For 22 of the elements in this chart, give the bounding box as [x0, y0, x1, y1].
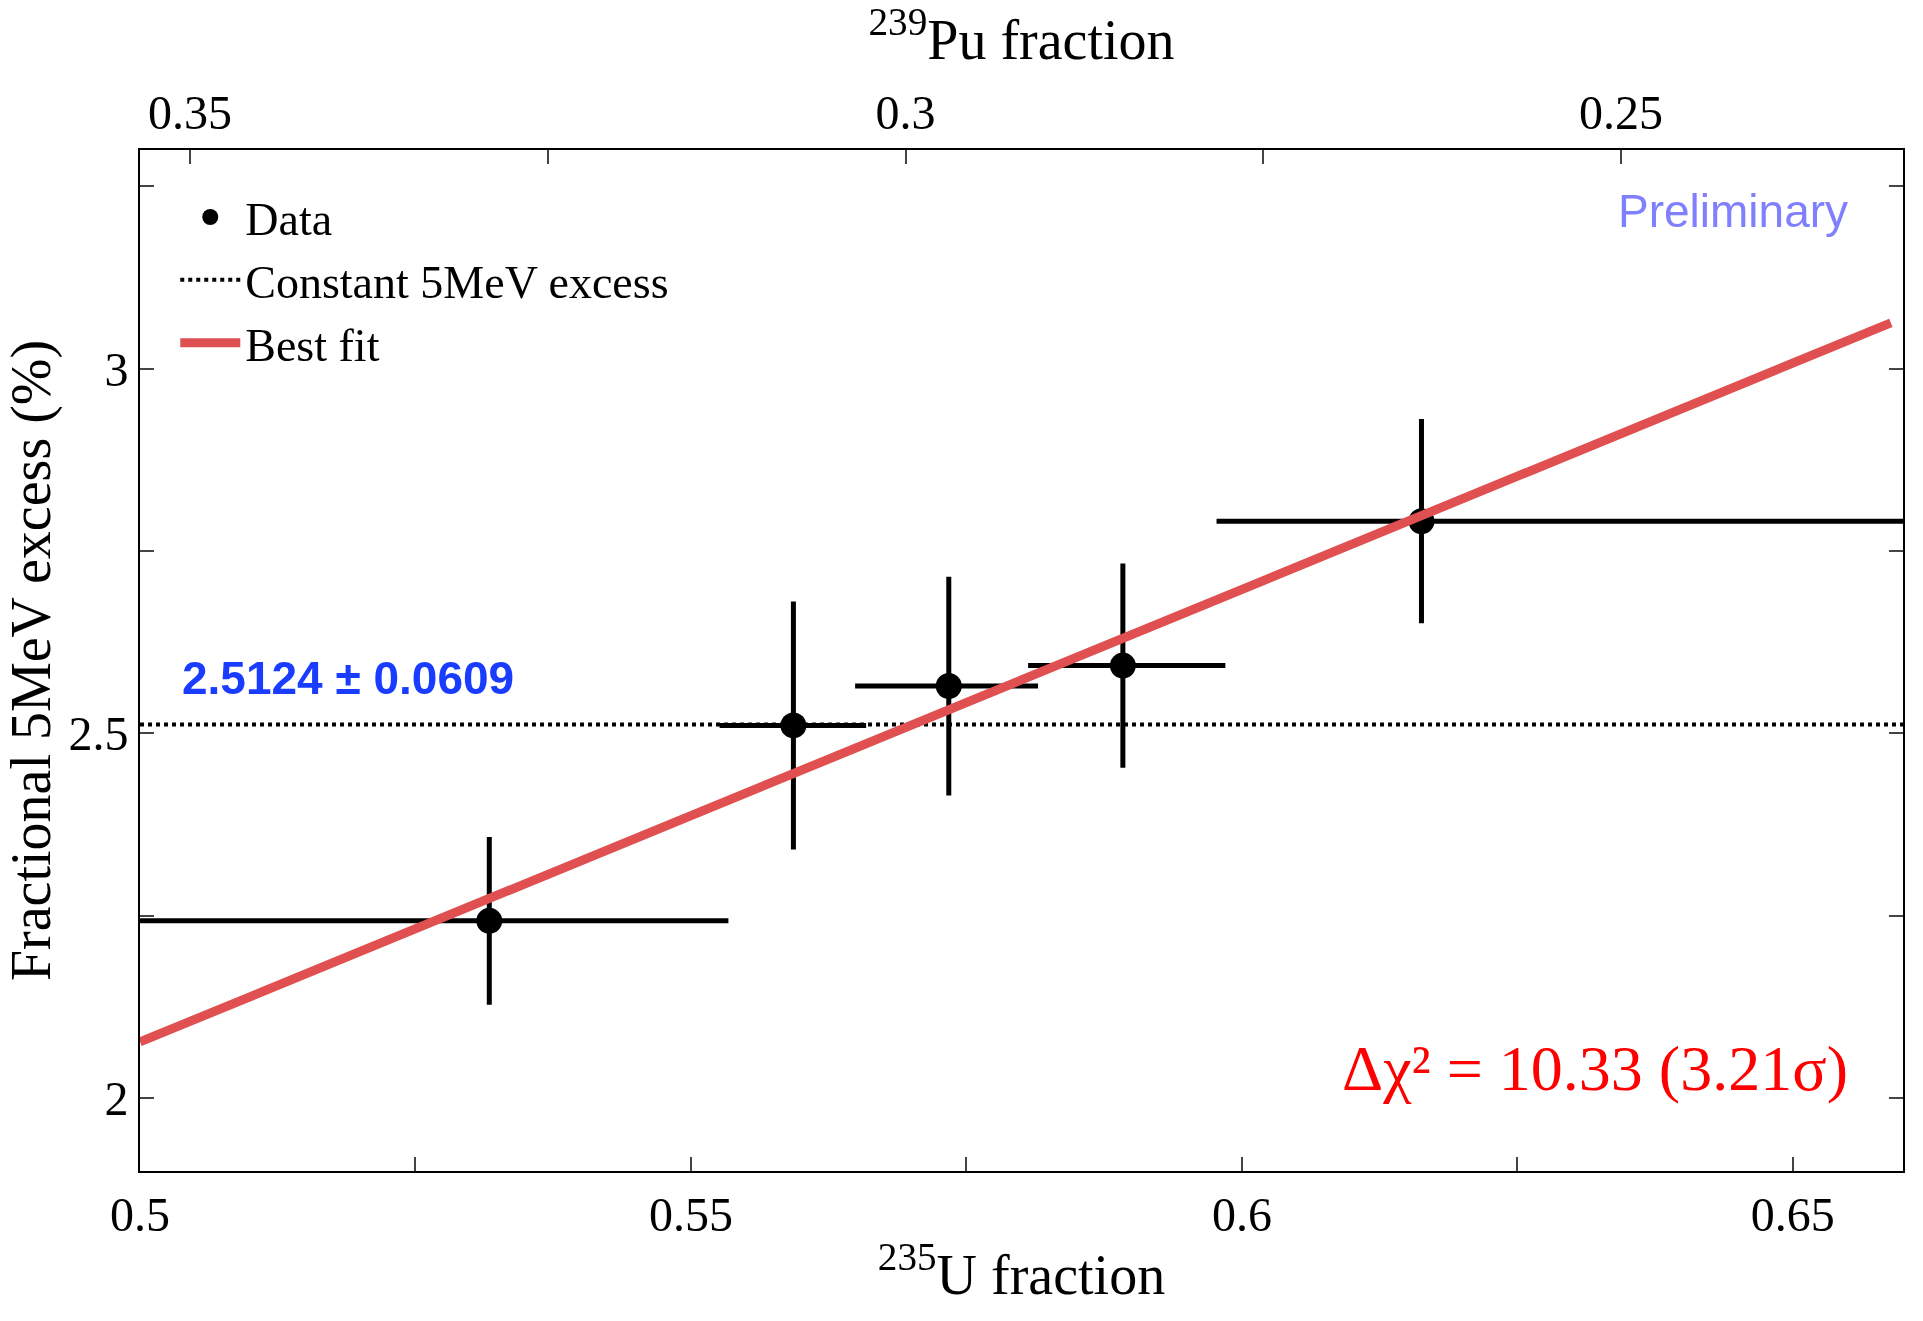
x2-tick-label: 0.25	[1579, 85, 1664, 139]
x2-tick-label: 0.35	[148, 85, 233, 139]
x2-tick-label: 0.3	[875, 85, 936, 139]
point	[935, 673, 962, 700]
y-tick-label: 3	[104, 342, 129, 396]
y-tick-label: 2.5	[68, 707, 129, 761]
x2-axis-title: $^{239}$Pu fraction	[868, 0, 1175, 71]
y-axis-title: Fractional 5MeV excess (%)	[0, 339, 63, 982]
point	[1109, 652, 1136, 679]
x-tick-label: 0.6	[1211, 1187, 1272, 1241]
annotation: Preliminary	[1618, 185, 1849, 237]
x-tick-label: 0.5	[110, 1187, 170, 1241]
y-tick-label: 2	[104, 1071, 129, 1125]
legend-label: Data	[245, 193, 333, 245]
x-tick-label: 0.55	[648, 1187, 733, 1241]
annotation: 2.5124 ± 0.0609	[182, 652, 515, 704]
legend-label: Best fit	[245, 319, 380, 371]
annotation: Δχ² = 10.33 (3.21σ)	[1342, 1033, 1848, 1104]
x-tick-label: 0.65	[1750, 1187, 1835, 1241]
legend-label: Constant 5MeV excess	[245, 256, 669, 308]
x-axis-title: $^{235}$U fraction	[877, 1235, 1166, 1306]
point	[476, 907, 503, 934]
